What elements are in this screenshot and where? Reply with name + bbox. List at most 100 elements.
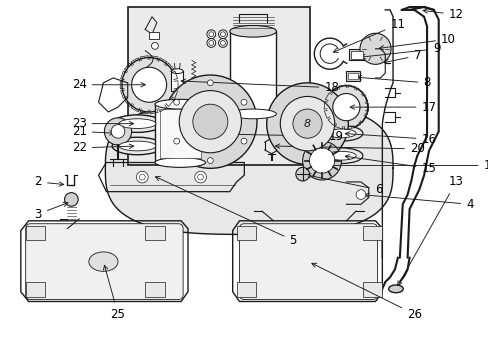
Circle shape	[241, 138, 246, 144]
Bar	[229, 31, 276, 114]
Circle shape	[220, 41, 225, 45]
Circle shape	[104, 118, 131, 145]
Bar	[350, 51, 362, 59]
Circle shape	[359, 33, 390, 64]
Circle shape	[332, 94, 359, 121]
Text: 9: 9	[360, 42, 440, 59]
Circle shape	[64, 193, 78, 206]
Circle shape	[179, 91, 241, 153]
Bar	[347, 73, 357, 79]
Circle shape	[218, 30, 227, 39]
Circle shape	[131, 67, 166, 102]
Circle shape	[280, 96, 334, 151]
Bar	[145, 226, 164, 240]
Text: 8: 8	[304, 119, 310, 129]
Circle shape	[355, 190, 365, 199]
Ellipse shape	[320, 148, 362, 163]
Circle shape	[302, 141, 341, 180]
Ellipse shape	[155, 99, 205, 109]
Bar	[26, 226, 45, 240]
Ellipse shape	[112, 137, 163, 155]
Ellipse shape	[326, 129, 355, 138]
Circle shape	[220, 32, 225, 37]
Circle shape	[173, 138, 179, 144]
Circle shape	[111, 125, 124, 138]
Bar	[26, 282, 45, 297]
Circle shape	[194, 171, 206, 183]
Circle shape	[206, 39, 215, 48]
Text: 4: 4	[364, 193, 472, 211]
Circle shape	[192, 104, 227, 139]
Circle shape	[207, 80, 213, 86]
Text: 15: 15	[345, 155, 435, 175]
Text: 2: 2	[35, 175, 63, 188]
Text: 1: 1	[325, 159, 488, 172]
Bar	[236, 226, 256, 240]
Ellipse shape	[229, 109, 276, 119]
Text: 7: 7	[384, 49, 420, 64]
Text: 19: 19	[183, 130, 344, 143]
Circle shape	[163, 75, 257, 168]
Circle shape	[292, 109, 322, 138]
Circle shape	[266, 83, 347, 165]
Bar	[362, 282, 382, 297]
Text: 25: 25	[103, 265, 125, 321]
Text: 5: 5	[155, 176, 296, 247]
Text: 21: 21	[71, 125, 114, 138]
Text: 16: 16	[345, 132, 436, 146]
Ellipse shape	[89, 252, 118, 271]
Circle shape	[295, 167, 309, 181]
Text: 17: 17	[349, 100, 436, 114]
Text: 14: 14	[0, 359, 1, 360]
Circle shape	[197, 174, 203, 180]
Text: 22: 22	[71, 141, 133, 154]
Ellipse shape	[229, 26, 276, 37]
FancyBboxPatch shape	[239, 224, 377, 300]
Text: 24: 24	[71, 78, 145, 91]
Text: 12: 12	[422, 8, 463, 21]
Circle shape	[151, 42, 158, 49]
Text: 6: 6	[306, 174, 382, 196]
Bar	[171, 71, 183, 91]
Text: 20: 20	[275, 143, 424, 156]
Circle shape	[325, 86, 367, 129]
Ellipse shape	[326, 151, 355, 160]
Bar	[149, 32, 159, 39]
Circle shape	[207, 158, 213, 163]
Circle shape	[139, 174, 145, 180]
Circle shape	[206, 30, 215, 39]
Polygon shape	[105, 102, 392, 234]
FancyBboxPatch shape	[26, 224, 183, 300]
Text: 23: 23	[72, 117, 133, 130]
Text: 18: 18	[181, 79, 339, 94]
Ellipse shape	[388, 285, 403, 293]
Circle shape	[309, 148, 334, 173]
Bar	[145, 68, 154, 73]
Text: 8: 8	[356, 75, 430, 89]
Circle shape	[218, 39, 227, 48]
Ellipse shape	[112, 115, 163, 132]
Circle shape	[136, 171, 148, 183]
Bar	[160, 109, 200, 158]
Bar	[346, 71, 359, 81]
Text: 10: 10	[379, 33, 455, 50]
Ellipse shape	[320, 126, 362, 141]
Bar	[348, 49, 364, 60]
Bar	[145, 282, 164, 297]
Bar	[155, 104, 205, 162]
Circle shape	[241, 99, 246, 105]
Circle shape	[208, 41, 213, 45]
Ellipse shape	[155, 158, 205, 167]
Circle shape	[122, 58, 176, 112]
Circle shape	[173, 99, 179, 105]
Circle shape	[208, 32, 213, 37]
Ellipse shape	[119, 119, 156, 129]
Text: 13: 13	[397, 175, 463, 285]
Bar	[127, 7, 310, 166]
Bar	[362, 226, 382, 240]
Ellipse shape	[171, 69, 183, 73]
Circle shape	[146, 77, 152, 83]
Text: 11: 11	[333, 18, 405, 53]
Ellipse shape	[119, 141, 156, 151]
Text: 3: 3	[35, 202, 68, 221]
